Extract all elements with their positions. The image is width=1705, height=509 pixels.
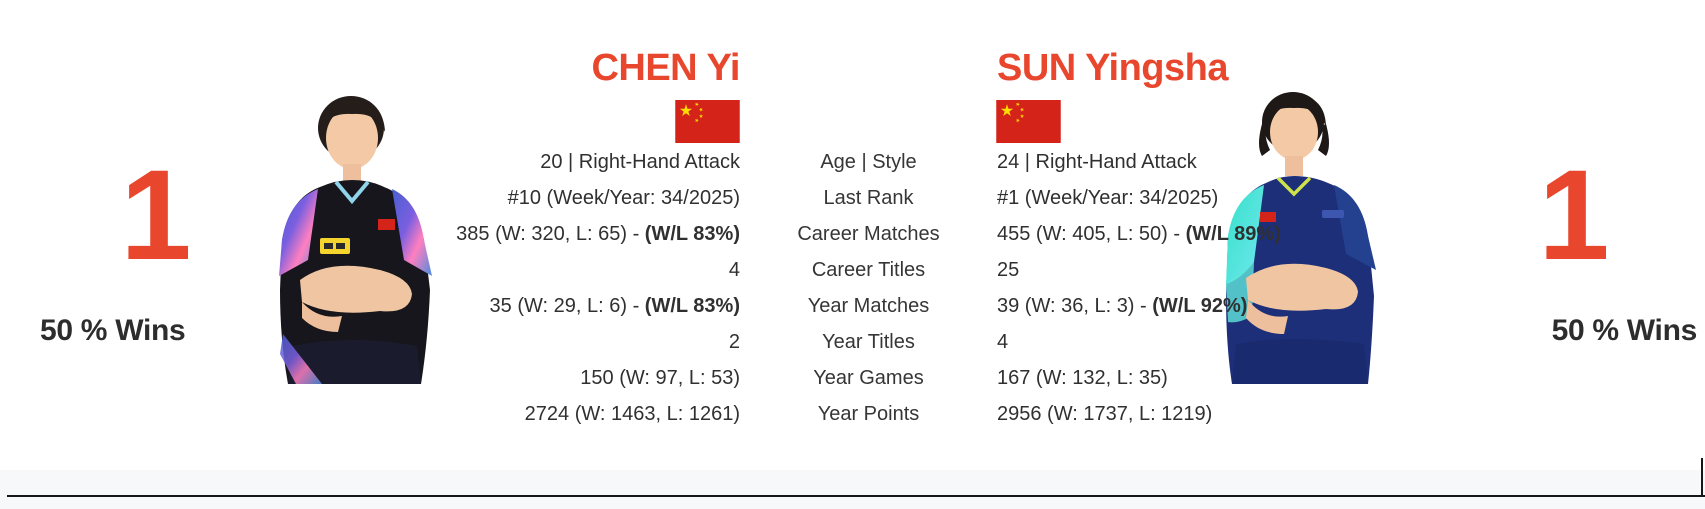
player-photo-chen-yi bbox=[279, 96, 432, 384]
stat-label: Career Matches bbox=[797, 223, 940, 245]
stat-value-left: #10 (Week/Year: 34/2025) bbox=[507, 187, 740, 209]
next-section-band bbox=[0, 470, 1705, 509]
stat-value-right: 167 (W: 132, L: 35) bbox=[997, 367, 1168, 389]
left-head-to-head-score: 1 bbox=[120, 144, 191, 287]
stat-value-left: 35 (W: 29, L: 6) - (W/L 83%) bbox=[489, 295, 740, 317]
stat-value-right: 2956 (W: 1737, L: 1219) bbox=[997, 403, 1213, 425]
stat-value-right: #1 (Week/Year: 34/2025) bbox=[997, 187, 1219, 209]
stat-label: Age | Style bbox=[820, 151, 917, 173]
stat-value-right: 455 (W: 405, L: 50) - (W/L 89%) bbox=[997, 223, 1281, 245]
stat-label: Year Games bbox=[813, 367, 924, 389]
right-wins-percentage: 50 % Wins bbox=[1551, 314, 1698, 347]
stat-label: Year Titles bbox=[822, 331, 915, 353]
section-divider-edge bbox=[1701, 458, 1703, 496]
section-divider-line bbox=[7, 495, 1705, 497]
stat-value-left: 4 bbox=[728, 259, 740, 281]
stat-value-right: 24 | Right-Hand Attack bbox=[997, 151, 1197, 173]
stat-value-left: 2 bbox=[728, 331, 740, 353]
china-flag-icon bbox=[996, 100, 1061, 143]
stat-value-left: 385 (W: 320, L: 65) - (W/L 83%) bbox=[456, 223, 740, 245]
player-name-right: SUN Yingsha bbox=[997, 47, 1229, 89]
player-photo-sun-yingsha bbox=[1226, 92, 1376, 384]
stat-label: Year Points bbox=[817, 403, 920, 425]
stat-value-left: 2724 (W: 1463, L: 1261) bbox=[524, 403, 740, 425]
player-name-left: CHEN Yi bbox=[591, 47, 740, 89]
stat-value-right: 25 bbox=[997, 259, 1020, 281]
stat-value-right: 4 bbox=[997, 331, 1009, 353]
stat-value-right: 39 (W: 36, L: 3) - (W/L 92%) bbox=[997, 295, 1248, 317]
stat-value-left: 20 | Right-Hand Attack bbox=[540, 151, 740, 173]
stat-label: Career Titles bbox=[811, 259, 926, 281]
left-wins-percentage: 50 % Wins bbox=[40, 314, 186, 347]
head-to-head-stats: 20 | Right-Hand Attack Age | Style 24 | … bbox=[420, 144, 1281, 432]
china-flag-icon bbox=[675, 100, 740, 143]
stat-value-left: 150 (W: 97, L: 53) bbox=[580, 367, 740, 389]
stat-label: Year Matches bbox=[807, 295, 930, 317]
right-head-to-head-score: 1 bbox=[1538, 144, 1609, 287]
stat-label: Last Rank bbox=[823, 187, 914, 209]
